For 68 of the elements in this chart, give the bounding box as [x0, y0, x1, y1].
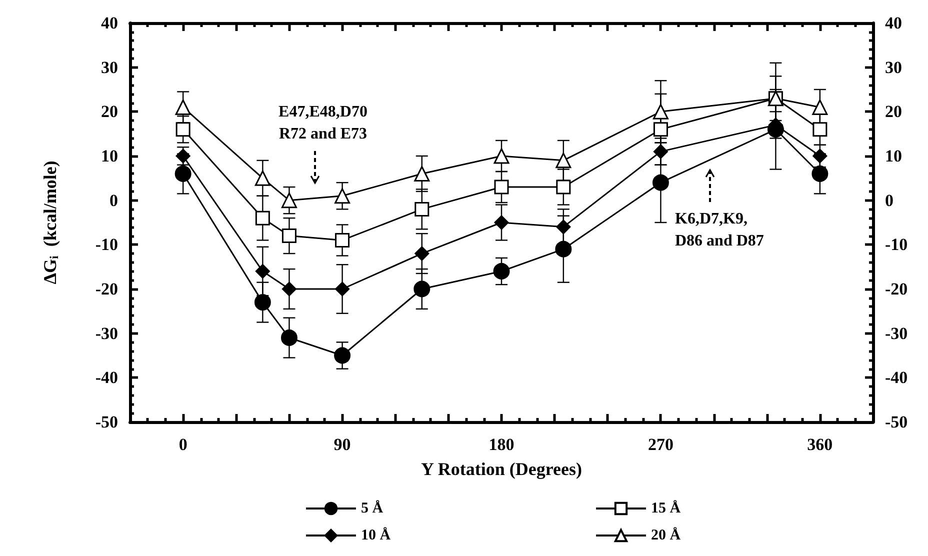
- point: [254, 170, 270, 186]
- point: [493, 263, 510, 280]
- point: [556, 220, 571, 234]
- y2-tick-label: 10: [885, 146, 902, 166]
- y2-tick-label: 20: [885, 102, 902, 122]
- point: [254, 294, 271, 311]
- point: [334, 347, 351, 364]
- point: [280, 330, 298, 346]
- y-tick-label: 30: [101, 58, 118, 77]
- legend-label: 10 Å: [361, 526, 391, 544]
- annotation: E47,E48,D70 R72 and E73: [278, 104, 368, 142]
- point: [494, 180, 509, 194]
- point: [414, 166, 430, 182]
- y-axis-title: ΔGi (kcal/mole): [40, 160, 61, 284]
- y-tick-label: -10: [95, 235, 118, 254]
- point: [812, 165, 828, 182]
- y-tick-label: -20: [95, 280, 118, 298]
- point: [335, 282, 350, 296]
- point: [494, 148, 510, 164]
- point: [652, 174, 669, 191]
- y2-tick-label: -20: [885, 280, 908, 298]
- x-tick-label: 360: [807, 435, 833, 454]
- y2-tick-label: -40: [885, 368, 908, 388]
- point: [335, 232, 350, 248]
- point: [494, 215, 509, 230]
- y2-tick-label: -30: [885, 324, 908, 343]
- annotation: K6,D7,K9, D86 and D87: [675, 210, 764, 250]
- x-tick-label: 180: [488, 435, 514, 454]
- y2-tick-label: -10: [885, 235, 908, 254]
- y-tick-label: -40: [95, 368, 118, 388]
- point: [414, 280, 430, 298]
- point: [255, 264, 270, 279]
- point: [282, 282, 296, 296]
- y2-tick-label: 40: [885, 14, 902, 32]
- point: [175, 99, 191, 115]
- point: [556, 180, 571, 194]
- y-tick-label: 40: [101, 14, 118, 32]
- point: [652, 104, 668, 120]
- y2-tick-label: -50: [885, 412, 908, 432]
- point: [812, 148, 828, 164]
- point: [812, 122, 828, 137]
- point: [334, 188, 350, 204]
- legend-label: 5 Å: [361, 500, 384, 516]
- point: [812, 99, 828, 115]
- legend-label: 20 Å: [651, 526, 681, 544]
- x-tick-label: 0: [178, 435, 188, 454]
- x-tick-label: 270: [648, 435, 674, 454]
- y-tick-label: -30: [95, 324, 118, 343]
- x-axis-title: Y Rotation (Degrees): [421, 459, 582, 479]
- point: [176, 122, 190, 137]
- x-tick-label: 90: [334, 435, 351, 454]
- point: [281, 192, 297, 208]
- y-tick-label: 10: [101, 146, 118, 166]
- y2-tick-label: 30: [885, 58, 902, 77]
- point: [556, 152, 572, 168]
- point: [414, 202, 430, 216]
- y-tick-label: -50: [95, 412, 118, 432]
- point: [653, 144, 668, 159]
- y-tick-label: 0: [110, 190, 118, 210]
- point: [255, 210, 270, 226]
- legend-label: 15 Å: [651, 500, 681, 516]
- y-tick-label: 20: [101, 102, 118, 122]
- point: [555, 240, 572, 258]
- point: [174, 165, 192, 182]
- y2-tick-label: 0: [885, 190, 894, 210]
- point: [414, 246, 430, 261]
- point: [282, 228, 296, 244]
- point: [653, 122, 668, 137]
